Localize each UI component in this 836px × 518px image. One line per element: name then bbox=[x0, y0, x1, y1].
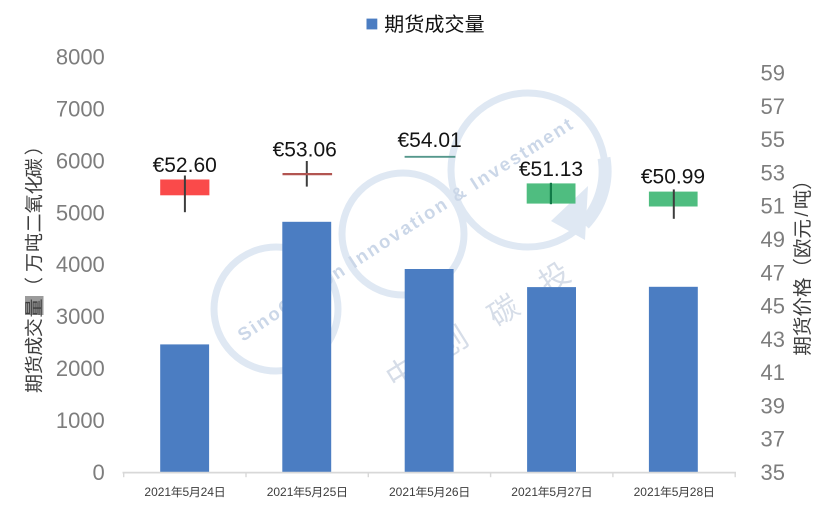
svg-text:55: 55 bbox=[761, 127, 785, 152]
svg-text:5: 5 bbox=[672, 485, 679, 499]
svg-text:45: 45 bbox=[761, 294, 785, 319]
svg-text:/: / bbox=[792, 212, 812, 217]
svg-text:6000: 6000 bbox=[56, 148, 105, 173]
svg-text:27: 27 bbox=[568, 485, 582, 499]
svg-text:8000: 8000 bbox=[56, 45, 105, 70]
svg-text:51: 51 bbox=[761, 194, 785, 219]
svg-text:2021: 2021 bbox=[267, 485, 294, 499]
svg-text:47: 47 bbox=[761, 260, 785, 285]
svg-text:49: 49 bbox=[761, 227, 785, 252]
svg-text:€50.99: €50.99 bbox=[641, 166, 705, 189]
svg-text:2000: 2000 bbox=[56, 356, 105, 381]
svg-text:5: 5 bbox=[427, 485, 434, 499]
svg-text:59: 59 bbox=[761, 61, 785, 86]
svg-text:0: 0 bbox=[93, 460, 105, 485]
svg-text:1000: 1000 bbox=[56, 408, 105, 433]
svg-text:2021: 2021 bbox=[389, 485, 416, 499]
svg-text:57: 57 bbox=[761, 94, 785, 119]
svg-text:5: 5 bbox=[183, 485, 190, 499]
svg-text:7000: 7000 bbox=[56, 96, 105, 121]
svg-text:41: 41 bbox=[761, 360, 785, 385]
svg-text:25: 25 bbox=[323, 485, 337, 499]
svg-text:35: 35 bbox=[761, 460, 785, 485]
svg-text:39: 39 bbox=[761, 393, 785, 418]
svg-text:3000: 3000 bbox=[56, 304, 105, 329]
svg-text:€53.06: €53.06 bbox=[273, 139, 337, 162]
svg-text:5000: 5000 bbox=[56, 200, 105, 225]
svg-text:43: 43 bbox=[761, 327, 785, 352]
svg-text:2021: 2021 bbox=[144, 485, 171, 499]
svg-text:26: 26 bbox=[445, 485, 459, 499]
svg-text:2021: 2021 bbox=[634, 485, 661, 499]
svg-text:53: 53 bbox=[761, 160, 785, 185]
svg-text:2021: 2021 bbox=[511, 485, 538, 499]
svg-text:28: 28 bbox=[690, 485, 704, 499]
svg-text:37: 37 bbox=[761, 427, 785, 452]
svg-text:24: 24 bbox=[201, 485, 215, 499]
svg-text:€54.01: €54.01 bbox=[397, 129, 461, 152]
svg-text:5: 5 bbox=[305, 485, 312, 499]
svg-text:4000: 4000 bbox=[56, 252, 105, 277]
svg-text:5: 5 bbox=[549, 485, 556, 499]
svg-text:€51.13: €51.13 bbox=[519, 158, 583, 181]
svg-text:€52.60: €52.60 bbox=[153, 154, 217, 177]
